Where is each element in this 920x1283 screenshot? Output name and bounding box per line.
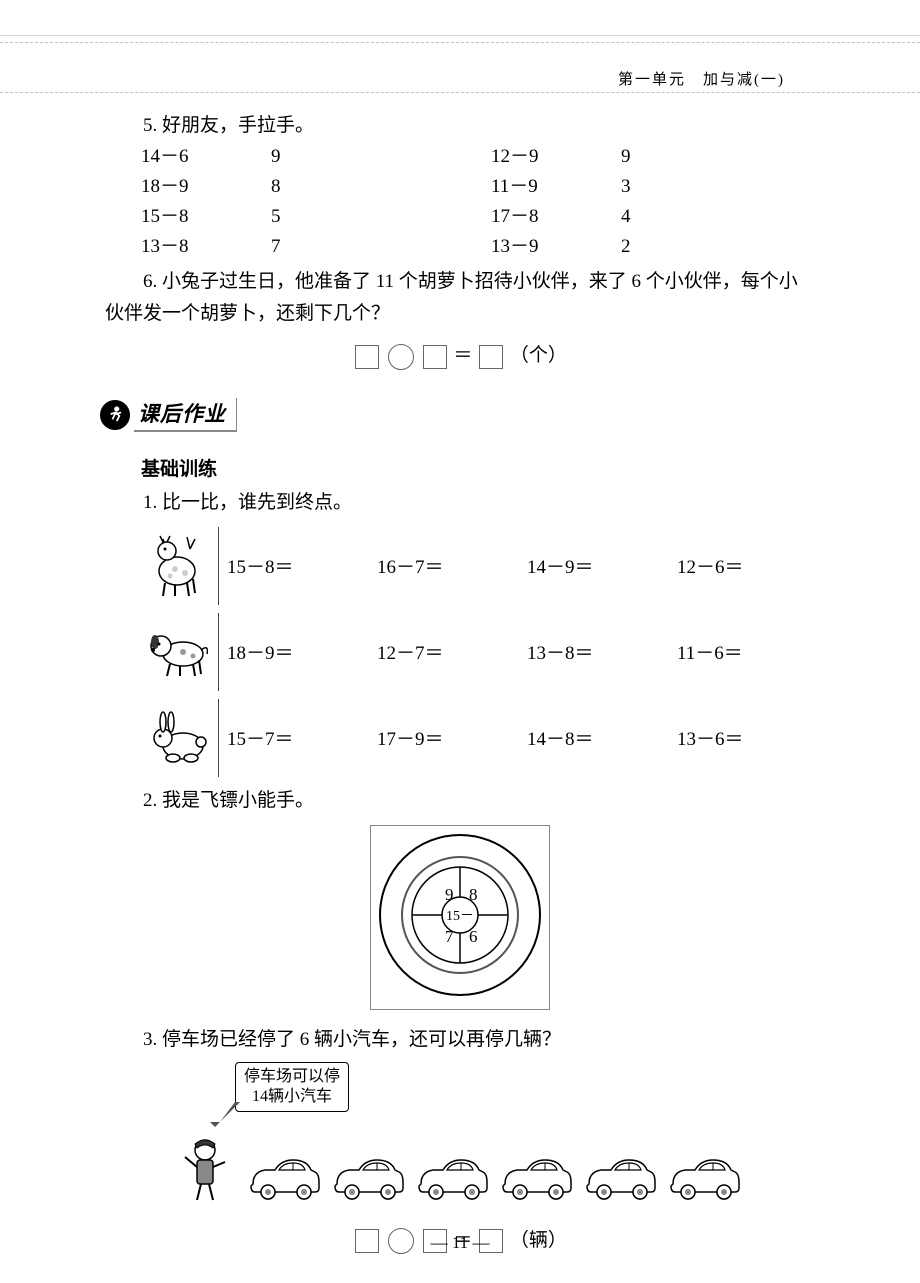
car-icon: [581, 1154, 659, 1207]
q6-equals: ＝: [453, 345, 472, 366]
q1-title: 1. 比一比，谁先到终点。: [105, 487, 815, 519]
q1-eq-0-1: 16－7＝: [377, 552, 527, 579]
q1-eq-2-2: 14－8＝: [527, 724, 677, 751]
q1-eq-0-0: 15－8＝: [227, 552, 377, 579]
q5-right-expr-1: 11－9: [491, 172, 621, 202]
q5-left-ans-1: 8: [271, 172, 371, 202]
section-header: 课后作业: [100, 398, 815, 432]
header-rule-top: [0, 35, 920, 43]
car-icon: [665, 1154, 743, 1207]
q1-row-2-eqs: 15－7＝17－9＝14－8＝13－6＝: [227, 724, 807, 751]
q5-row-2: 15－8 5 17－8 4: [141, 202, 815, 232]
q6-text-content: 6. 小兔子过生日，他准备了 11 个胡萝卜招待小伙伴，来了 6 个小伙伴，每个…: [105, 271, 798, 324]
dart-tr: 8: [469, 885, 478, 904]
q5-left-ans-0: 9: [271, 142, 371, 172]
q5-row-3: 13－8 7 13－9 2: [141, 232, 815, 262]
rabbit-icon: [141, 699, 219, 777]
q1-eq-0-2: 14－9＝: [527, 552, 677, 579]
q6-equation: ＝ （个）: [105, 340, 815, 370]
q1-eq-1-1: 12－7＝: [377, 638, 527, 665]
q6-op-circle: [388, 344, 414, 370]
car-icon: [497, 1154, 575, 1207]
q1-eq-2-0: 15－7＝: [227, 724, 377, 751]
q1-eq-1-3: 11－6＝: [677, 638, 807, 665]
runner-icon: [100, 400, 130, 430]
car-icon: [413, 1154, 491, 1207]
q6-box-2: [423, 345, 447, 369]
q5-left-expr-1: 18－9: [141, 172, 271, 202]
dartboard-frame: 9 8 7 6 15－: [370, 825, 550, 1010]
dartboard-wrap: 9 8 7 6 15－: [105, 825, 815, 1010]
q5-row-0: 14－6 9 12－9 9: [141, 142, 815, 172]
sub-heading: 基础训练: [141, 454, 815, 481]
header-unit-label: 第一单元 加与减(一): [618, 68, 785, 89]
dart-tl: 9: [445, 885, 454, 904]
q2-title: 2. 我是飞镖小能手。: [105, 785, 815, 817]
q5-row-1: 18－9 8 11－9 3: [141, 172, 815, 202]
section-title: 课后作业: [134, 398, 237, 432]
dog-icon: [141, 613, 219, 691]
police-officer-icon: [175, 1132, 235, 1207]
cars-container: [245, 1154, 743, 1207]
sign-line-2: 14辆小汽车: [244, 1087, 340, 1107]
header-rule-bottom: [0, 92, 920, 93]
q5-right-ans-0: 9: [621, 142, 721, 172]
q5-right-ans-1: 3: [621, 172, 721, 202]
q5-left-ans-3: 7: [271, 232, 371, 262]
q1-row-2: 15－7＝17－9＝14－8＝13－6＝: [141, 699, 815, 777]
q5-right-ans-3: 2: [621, 232, 721, 262]
page-number-value: 11: [452, 1233, 468, 1252]
q1-row-1-eqs: 18－9＝12－7＝13－8＝11－6＝: [227, 638, 807, 665]
page-content: 5. 好朋友，手拉手。 14－6 9 12－9 9 18－9 8 11－9 3 …: [105, 110, 815, 1254]
q5-left-ans-2: 5: [271, 202, 371, 232]
q6-unit: （个）: [510, 345, 567, 366]
q5-grid: 14－6 9 12－9 9 18－9 8 11－9 3 15－8 5 17－8 …: [105, 142, 815, 262]
dartboard-svg: 9 8 7 6 15－: [375, 830, 545, 1000]
q5-right-expr-2: 17－8: [491, 202, 621, 232]
q5-left-expr-0: 14－6: [141, 142, 271, 172]
cars-row: [175, 1132, 815, 1207]
q6-box-1: [355, 345, 379, 369]
car-icon: [245, 1154, 323, 1207]
q1-eq-0-3: 12－6＝: [677, 552, 807, 579]
q3-title: 3. 停车场已经停了 6 辆小汽车，还可以再停几辆？: [105, 1024, 815, 1056]
parking-sign: 停车场可以停 14辆小汽车: [235, 1062, 349, 1112]
dart-bl: 7: [445, 927, 454, 946]
parking-diagram: 停车场可以停 14辆小汽车: [195, 1062, 815, 1207]
q6-box-3: [479, 345, 503, 369]
q5-title: 5. 好朋友，手拉手。: [105, 110, 815, 142]
q1-eq-1-2: 13－8＝: [527, 638, 677, 665]
q1-eq-1-0: 18－9＝: [227, 638, 377, 665]
q1-eq-2-3: 13－6＝: [677, 724, 807, 751]
page-number: — 11 —: [0, 1233, 920, 1253]
dart-center: 15－: [446, 909, 474, 924]
q5-left-expr-3: 13－8: [141, 232, 271, 262]
sign-line-1: 停车场可以停: [244, 1067, 340, 1087]
q5-right-ans-2: 4: [621, 202, 721, 232]
q5-right-expr-0: 12－9: [491, 142, 621, 172]
q1-row-1: 18－9＝12－7＝13－8＝11－6＝: [141, 613, 815, 691]
q5-left-expr-2: 15－8: [141, 202, 271, 232]
q6-text: 6. 小兔子过生日，他准备了 11 个胡萝卜招待小伙伴，来了 6 个小伙伴，每个…: [105, 266, 815, 330]
q1-row-0-eqs: 15－8＝16－7＝14－9＝12－6＝: [227, 552, 807, 579]
q1-row-0: 15－8＝16－7＝14－9＝12－6＝: [141, 527, 815, 605]
q1-eq-2-1: 17－9＝: [377, 724, 527, 751]
sign-pointer: [210, 1102, 250, 1132]
car-icon: [329, 1154, 407, 1207]
q5-right-expr-3: 13－9: [491, 232, 621, 262]
deer-icon: [141, 527, 219, 605]
q1-rows: 15－8＝16－7＝14－9＝12－6＝ 18－9＝12－7＝13－8＝11－6＝…: [105, 527, 815, 777]
dart-br: 6: [469, 927, 478, 946]
